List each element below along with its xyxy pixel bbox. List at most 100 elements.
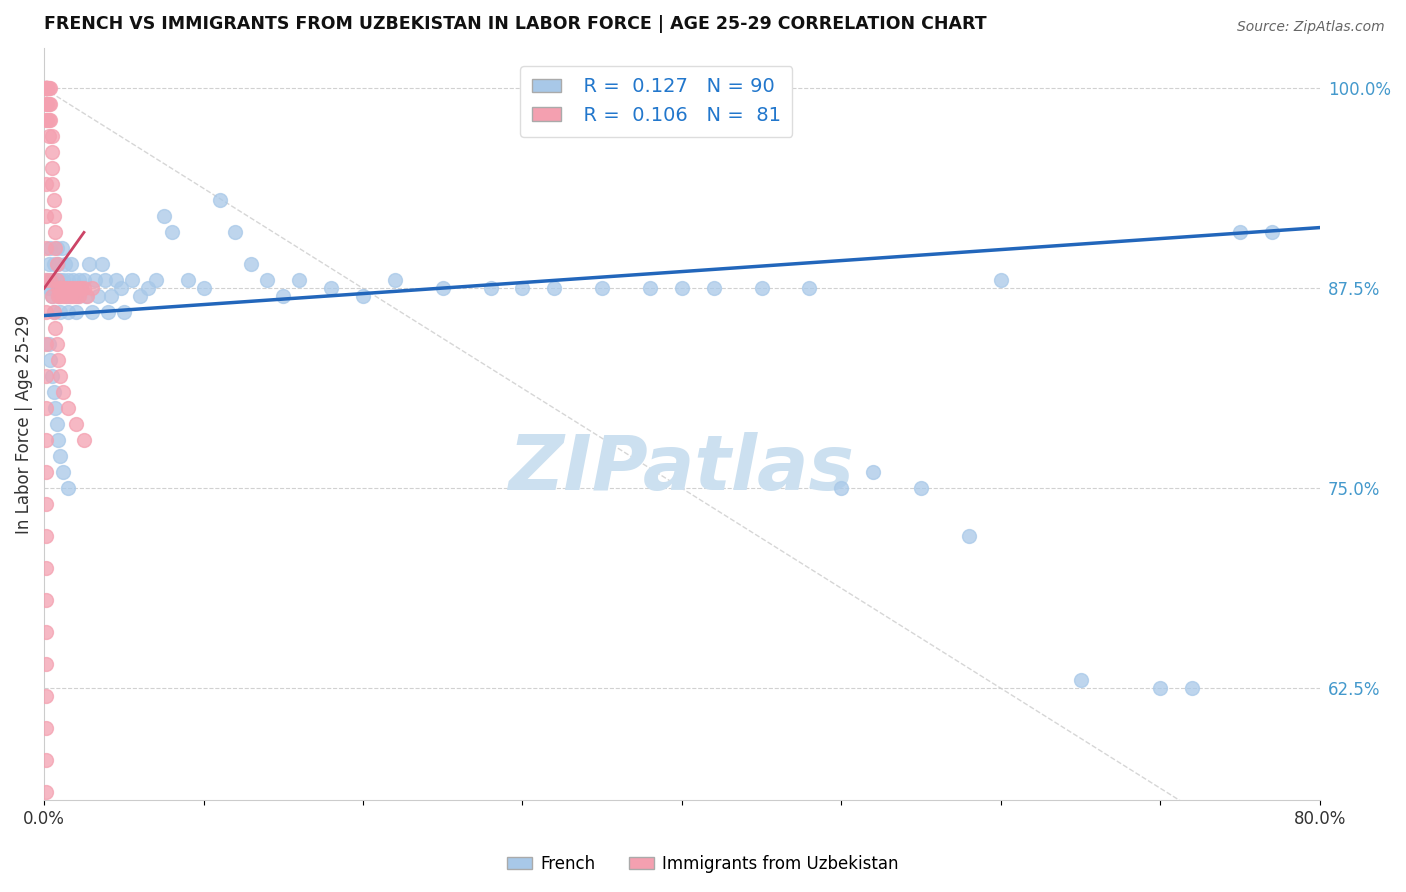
Point [38,81,60,95]
Point [288,273,311,287]
Point [55,289,77,303]
Point [35,241,58,255]
Point [128,289,150,303]
Point [66,289,89,303]
Point [432,281,454,295]
Point [44,226,66,240]
Point [62,289,84,303]
Point [56,273,79,287]
Point [48,434,70,448]
Point [35,178,58,192]
Point [39,97,62,112]
Text: Source: ZipAtlas.com: Source: ZipAtlas.com [1237,20,1385,34]
Point [49,273,72,287]
Point [42,210,65,224]
Point [319,281,342,295]
Point [42,305,65,319]
Point [41,289,63,303]
Point [49,281,72,295]
Point [39,281,62,295]
Point [39,241,62,255]
Text: FRENCH VS IMMIGRANTS FROM UZBEKISTAN IN LABOR FORCE | AGE 25-29 CORRELATION CHAR: FRENCH VS IMMIGRANTS FROM UZBEKISTAN IN … [44,15,987,33]
Point [42,257,65,271]
Point [240,257,263,271]
Point [35,210,58,224]
Point [37,97,59,112]
Point [35,81,58,95]
Point [73,273,96,287]
Point [52,385,75,400]
Point [60,257,83,271]
Point [42,194,65,208]
Point [48,289,70,303]
Y-axis label: In Labor Force | Age 25-29: In Labor Force | Age 25-29 [15,315,32,534]
Point [38,129,60,144]
Point [38,257,60,271]
Text: ZIPatlas: ZIPatlas [509,433,855,507]
Point [45,337,67,351]
Point [37,81,59,95]
Point [104,273,127,287]
Point [751,281,773,295]
Point [65,289,87,303]
Point [35,401,58,416]
Point [271,289,294,303]
Point [543,281,565,295]
Point [53,257,76,271]
Point [35,434,58,448]
Point [67,289,90,303]
Point [80,305,103,319]
Point [35,561,58,575]
Point [69,281,91,295]
Point [35,497,58,511]
Point [39,353,62,368]
Point [35,369,58,384]
Point [100,289,122,303]
Point [38,337,60,351]
Point [41,129,63,144]
Point [44,401,66,416]
Point [152,210,174,224]
Point [38,97,60,112]
Point [52,289,75,303]
Point [53,281,76,295]
Point [73,281,96,295]
Point [136,281,159,295]
Point [65,417,87,432]
Point [35,593,58,607]
Point [35,273,58,287]
Point [112,305,135,319]
Point [41,369,63,384]
Point [35,305,58,319]
Point [862,466,884,480]
Point [208,194,231,208]
Point [48,281,70,295]
Point [51,281,73,295]
Point [479,281,502,295]
Point [73,434,96,448]
Point [49,289,72,303]
Point [35,785,58,799]
Point [44,241,66,255]
Point [1149,681,1171,696]
Point [1229,226,1251,240]
Point [49,450,72,464]
Point [35,113,58,128]
Point [56,481,79,495]
Point [1069,673,1091,688]
Point [84,273,107,287]
Point [80,281,103,295]
Point [75,289,97,303]
Point [42,385,65,400]
Legend: French, Immigrants from Uzbekistan: French, Immigrants from Uzbekistan [501,848,905,880]
Point [67,273,90,287]
Point [45,241,67,255]
Point [671,281,693,295]
Point [1261,226,1284,240]
Point [39,273,62,287]
Point [35,721,58,735]
Point [110,281,132,295]
Point [41,289,63,303]
Point [56,401,79,416]
Point [45,417,67,432]
